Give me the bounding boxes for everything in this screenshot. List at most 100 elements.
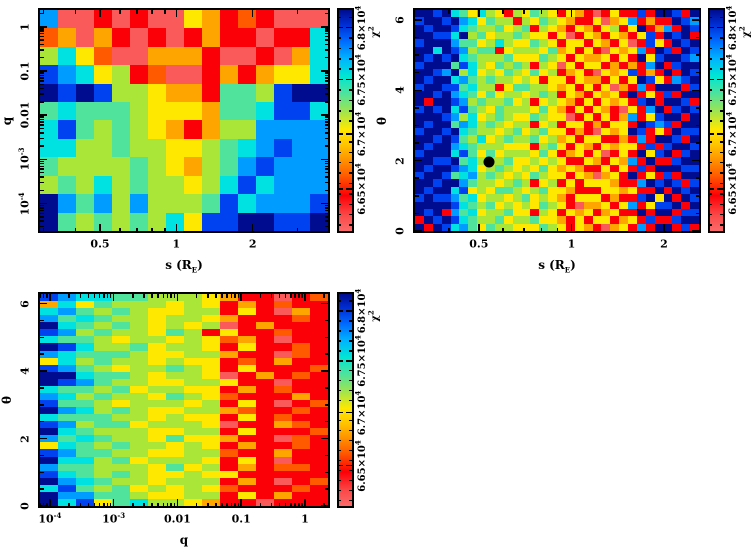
y-tick xyxy=(324,207,328,209)
heatmap-cell xyxy=(238,399,256,408)
heatmap-cell xyxy=(94,442,112,450)
heatmap-cell xyxy=(565,127,575,136)
y-tick xyxy=(324,454,328,457)
heatmap-cell xyxy=(184,428,202,436)
heatmap-cell xyxy=(450,135,460,143)
heatmap-cell xyxy=(477,76,486,84)
heatmap-cell xyxy=(494,76,504,84)
x-tick xyxy=(448,227,450,231)
y-tick xyxy=(324,336,328,339)
heatmap-cell xyxy=(512,149,522,158)
heatmap-cell xyxy=(166,407,184,415)
heatmap-cell xyxy=(636,201,646,209)
x-tick xyxy=(523,10,525,14)
heatmap-cell xyxy=(494,186,504,195)
heatmap-cell xyxy=(610,142,620,150)
heatmap-cell xyxy=(58,322,76,330)
heatmap-cell xyxy=(148,157,166,176)
x-axis-title: q xyxy=(179,533,189,547)
heatmap-cell xyxy=(310,399,328,408)
heatmap-cell xyxy=(583,10,593,18)
heatmap-cell xyxy=(565,32,575,40)
heatmap-cell xyxy=(40,301,58,309)
heatmap-cell xyxy=(477,223,486,231)
heatmap-cell xyxy=(450,98,460,106)
heatmap-cell xyxy=(557,24,566,33)
heatmap-cell xyxy=(292,484,310,492)
heatmap-cell xyxy=(292,442,310,450)
heatmap-cell xyxy=(477,61,486,69)
heatmap-cell xyxy=(184,175,202,195)
heatmap-cell xyxy=(432,32,442,40)
y-tick xyxy=(324,137,328,140)
heatmap-cell xyxy=(166,428,184,436)
y-tick xyxy=(40,70,47,72)
heatmap-cell xyxy=(184,28,202,47)
colorbar-title: χ2 xyxy=(366,26,381,38)
heatmap-cell xyxy=(477,54,486,62)
x-tick xyxy=(164,227,166,231)
heatmap-cell xyxy=(494,113,504,121)
heatmap-cell xyxy=(94,343,112,351)
colorbar-tick-label: 6.7×104 xyxy=(724,111,739,157)
heatmap-cell xyxy=(565,39,575,47)
heatmap-cell xyxy=(58,498,76,506)
heatmap-cell xyxy=(130,357,148,365)
heatmap-cell xyxy=(40,421,58,429)
x-tick xyxy=(93,502,96,506)
colorbar-tick xyxy=(339,161,341,164)
heatmap-cell xyxy=(40,371,58,379)
heatmap-cell xyxy=(148,138,166,158)
heatmap-cell xyxy=(672,113,682,121)
heatmap-cell xyxy=(256,378,274,386)
heatmap-cell xyxy=(486,179,495,187)
heatmap-cell xyxy=(76,385,94,393)
x-tick xyxy=(323,294,325,298)
colorbar-tick xyxy=(339,330,341,332)
heatmap-cell xyxy=(432,120,442,128)
heatmap-cell xyxy=(494,61,504,69)
heatmap-cell xyxy=(130,138,148,158)
y-tick xyxy=(40,124,44,126)
heatmap-cell xyxy=(238,385,256,393)
heatmap-cell xyxy=(423,10,433,18)
heatmap-cell xyxy=(521,135,531,143)
colorbar-tick xyxy=(339,449,341,452)
heatmap-cell xyxy=(459,113,469,121)
heatmap-cell xyxy=(58,392,76,400)
heatmap-cell xyxy=(681,157,691,165)
colorbar-tick xyxy=(339,68,341,70)
colorbar-tick xyxy=(339,350,341,352)
heatmap-cell xyxy=(512,24,522,33)
heatmap-cell xyxy=(441,17,451,25)
heatmap-cell xyxy=(423,208,433,217)
heatmap-cell xyxy=(690,76,699,84)
x-tick xyxy=(162,502,164,506)
heatmap-cell xyxy=(450,142,460,150)
heatmap-cell xyxy=(256,329,274,337)
colorbar-tick xyxy=(349,429,352,432)
heatmap-cell xyxy=(40,364,58,372)
heatmap-cell xyxy=(432,201,442,209)
x-tick xyxy=(259,502,262,506)
heatmap-cell xyxy=(184,491,202,499)
heatmap-cell xyxy=(76,329,94,337)
heatmap-cell xyxy=(220,477,238,485)
heatmap-cell xyxy=(663,83,673,92)
x-tick xyxy=(143,502,145,506)
y-tick xyxy=(40,216,44,218)
heatmap-cell xyxy=(477,120,486,128)
colorbar-tick xyxy=(710,68,712,70)
heatmap-cell xyxy=(40,428,58,436)
y-tick xyxy=(40,72,44,74)
heatmap-cell xyxy=(539,164,549,173)
heatmap-cell xyxy=(663,135,673,143)
heatmap-cell xyxy=(592,149,602,158)
heatmap-cell xyxy=(619,135,628,143)
heatmap-cell xyxy=(690,201,699,209)
heatmap-cell xyxy=(610,24,620,33)
heatmap-cell xyxy=(148,329,166,337)
heatmap-cell xyxy=(663,105,673,114)
heatmap-cell xyxy=(494,39,504,47)
